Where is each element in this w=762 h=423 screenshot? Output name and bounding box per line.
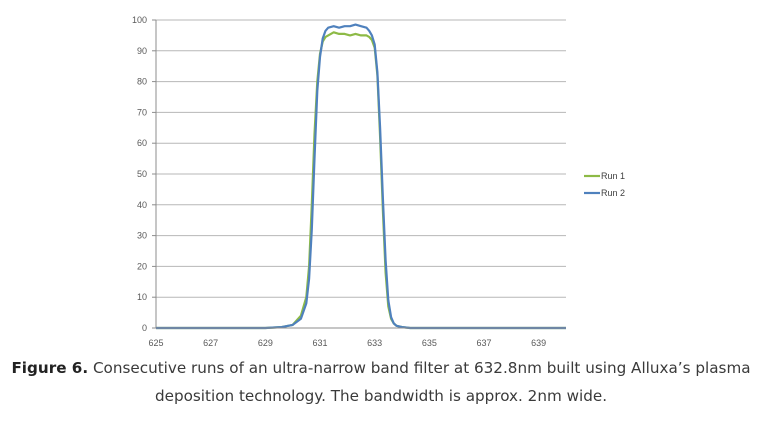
- x-tick-label: 627: [203, 338, 218, 348]
- x-tick-label: 633: [367, 338, 382, 348]
- y-tick-label: 20: [137, 261, 147, 271]
- y-tick-label: 70: [137, 107, 147, 117]
- chart-area: 0 10 20 30 40 50 60 70 80 90 100 625 627 629 631 633 635…: [132, 15, 625, 348]
- y-tick-label: 90: [137, 46, 147, 56]
- x-tick-label: 629: [258, 338, 273, 348]
- caption-figure-number: Figure 6.: [11, 359, 89, 377]
- y-tick-label: 10: [137, 292, 147, 302]
- transmission-chart: 0 10 20 30 40 50 60 70 80 90 100 625 627 629 631 633 635…: [132, 15, 625, 348]
- legend-label: Run 2: [601, 188, 625, 198]
- x-tick-label: 637: [476, 338, 491, 348]
- y-tick-label: 100: [132, 15, 147, 25]
- legend-label: Run 1: [601, 171, 625, 181]
- series-line-run-2: [156, 23, 566, 330]
- x-tick-label: 635: [422, 338, 437, 348]
- figure-caption: Figure 6. Consecutive runs of an ultra-n…: [0, 354, 762, 410]
- y-tick-label: 30: [137, 231, 147, 241]
- y-tick-label: 80: [137, 77, 147, 87]
- y-tick-label: 40: [137, 200, 147, 210]
- y-tick-label: 60: [137, 138, 147, 148]
- y-tick-label: 50: [137, 169, 147, 179]
- x-tick-label: 631: [312, 338, 327, 348]
- x-tick-label: 625: [148, 338, 163, 348]
- series-line-run-1: [156, 31, 566, 330]
- caption-text: Consecutive runs of an ultra-narrow band…: [88, 359, 751, 405]
- y-tick-label: 0: [142, 323, 147, 333]
- x-tick-label: 639: [531, 338, 546, 348]
